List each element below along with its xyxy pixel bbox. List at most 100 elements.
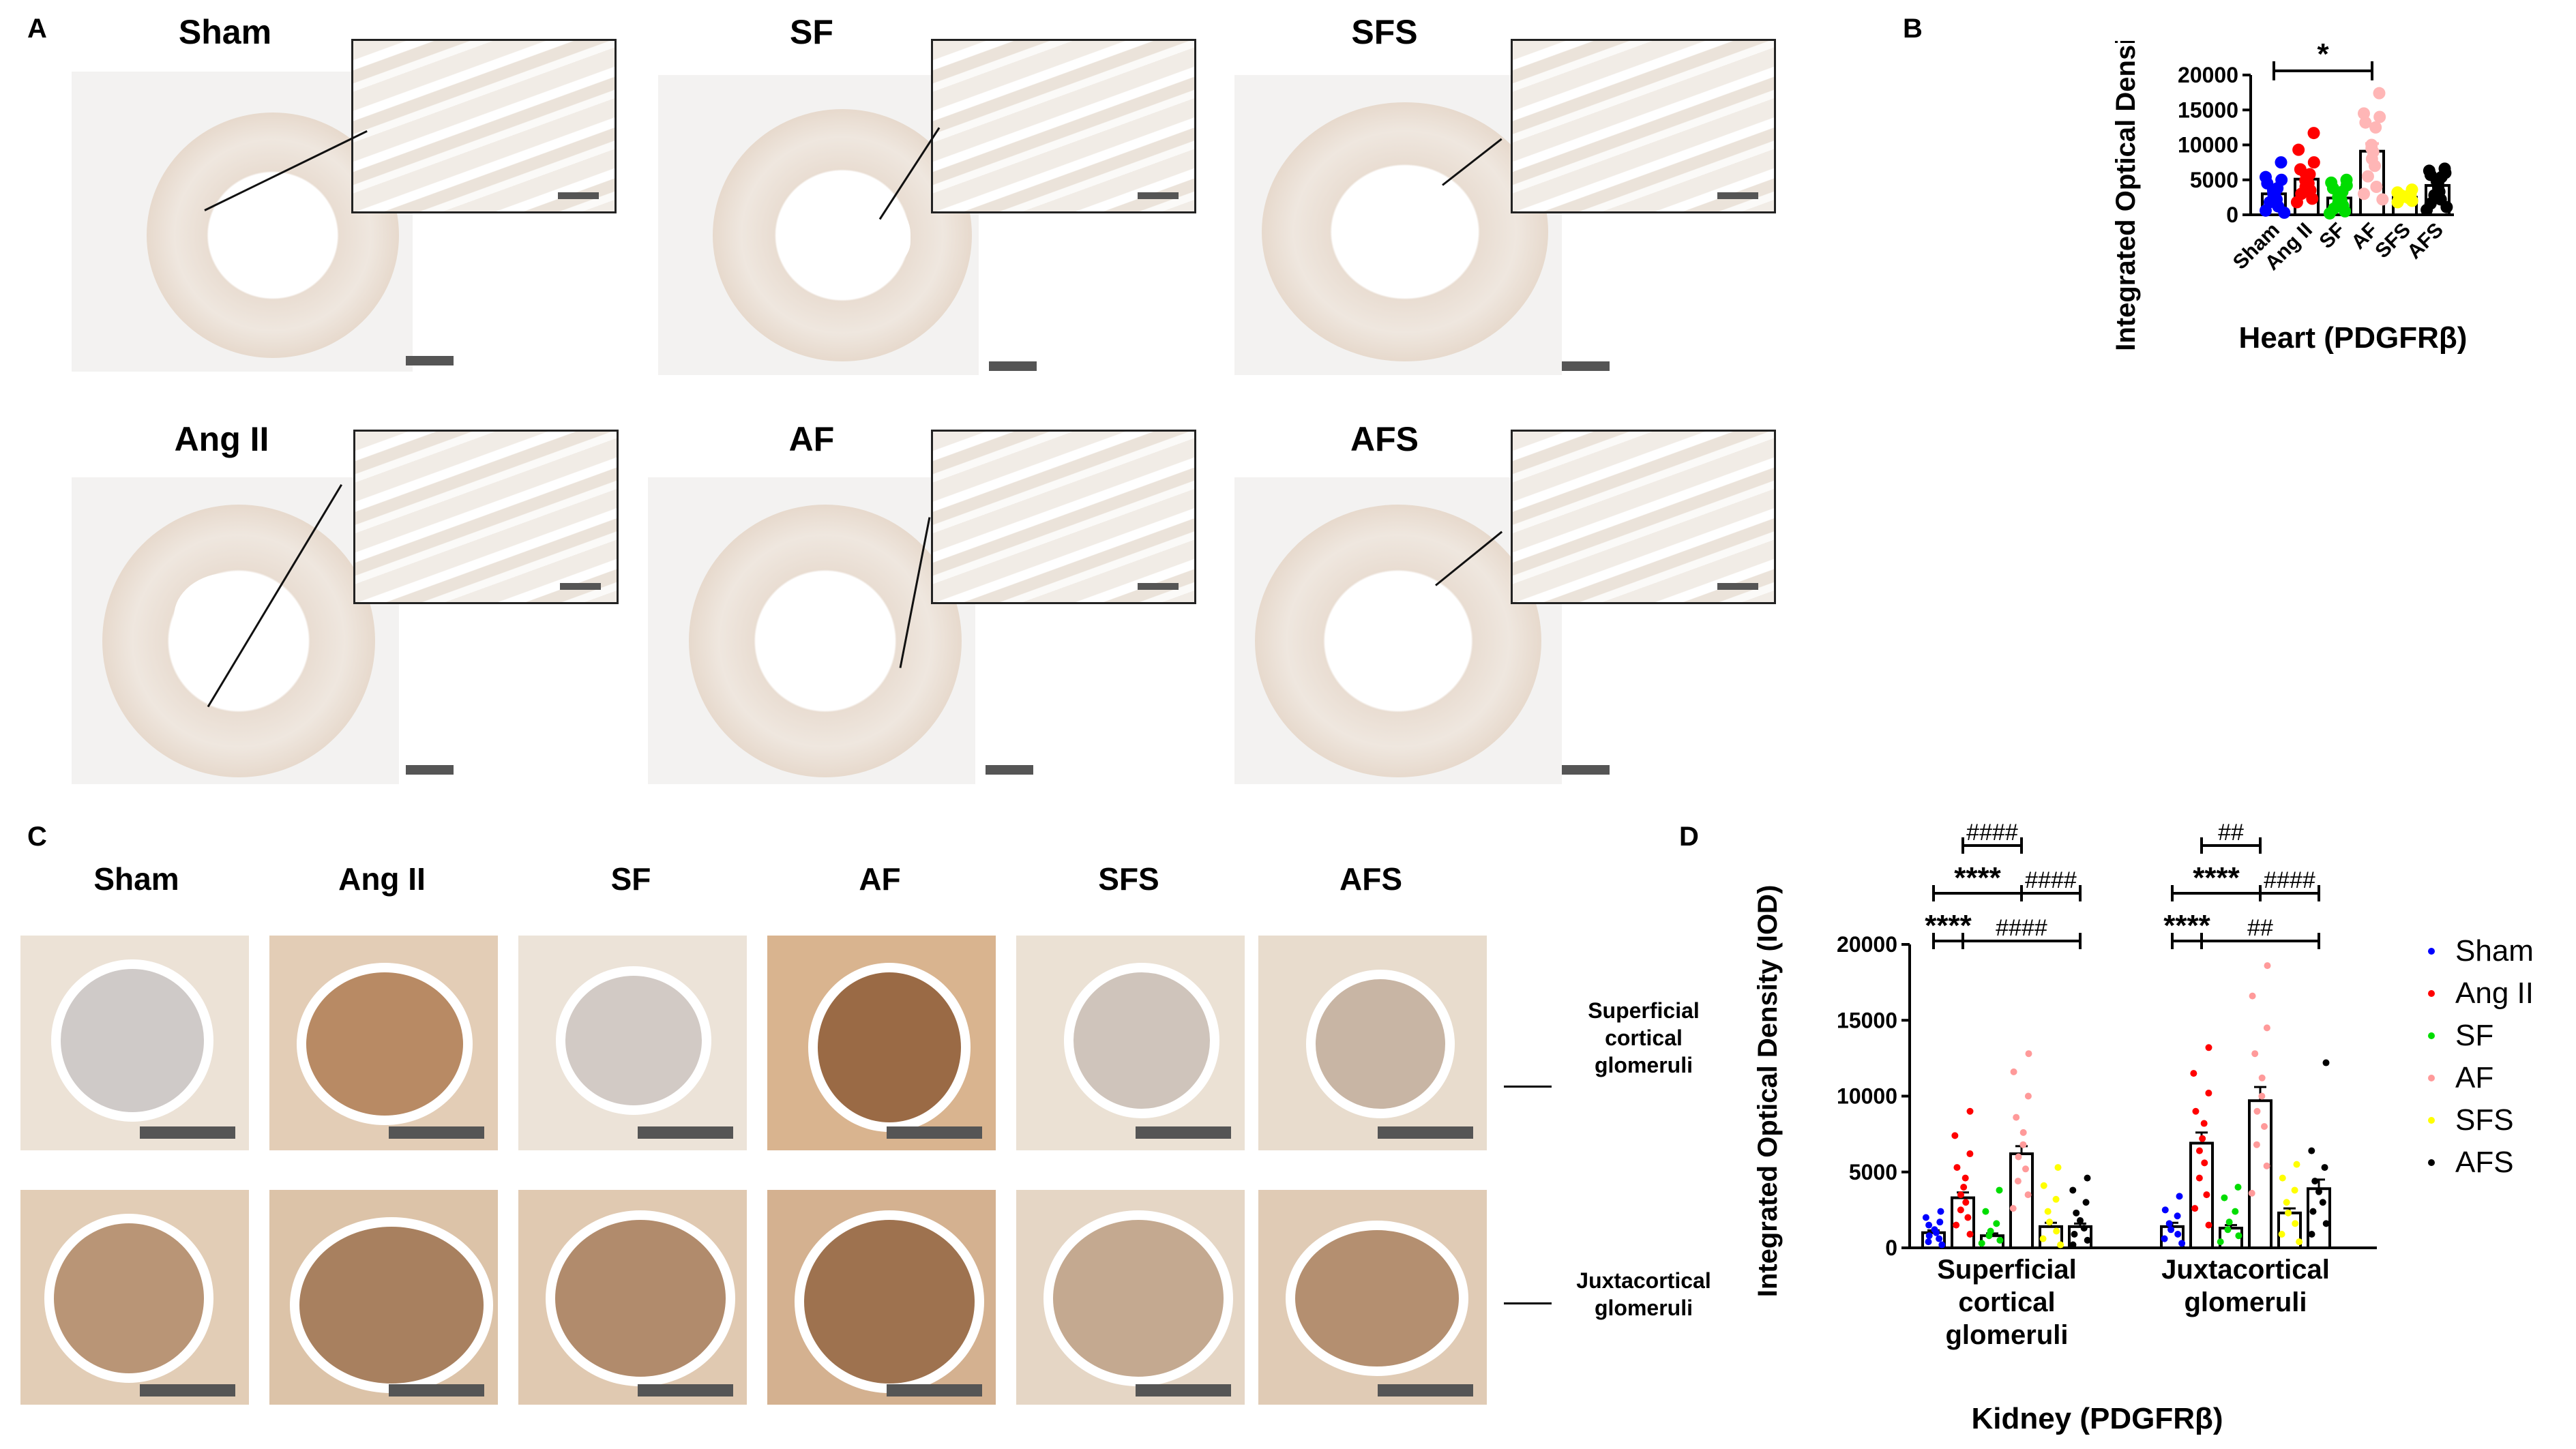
row-label-line: glomeruli	[1555, 1051, 1732, 1079]
heart-inset-afs	[1511, 430, 1776, 604]
data-point	[2201, 1159, 2208, 1166]
row-label-juxtacortical: Juxtacortical glomeruli	[1555, 1267, 1732, 1321]
scalebar-main	[989, 361, 1037, 371]
data-point	[2196, 1148, 2203, 1154]
data-point	[2084, 1237, 2091, 1244]
data-point	[2201, 1120, 2208, 1127]
data-point	[2285, 1210, 2292, 1216]
legend-label: AF	[2455, 1061, 2493, 1095]
data-point	[1938, 1208, 1944, 1215]
kidney-title-afs: AFS	[1269, 861, 1473, 897]
data-point	[2249, 1190, 2255, 1197]
y-tick-label: 15000	[2178, 98, 2238, 122]
scalebar-main	[1562, 361, 1610, 371]
data-point	[2315, 1189, 2322, 1195]
legend-label: SF	[2455, 1019, 2493, 1053]
glomerular-tuft	[1306, 970, 1455, 1118]
data-point	[2235, 1184, 2242, 1191]
data-point	[2308, 156, 2320, 168]
data-point	[2045, 1208, 2052, 1215]
data-point	[2283, 1199, 2290, 1206]
y-axis-label: Integrated Optical Density (IOD)	[2111, 41, 2141, 351]
data-point	[1979, 1240, 1985, 1246]
data-point	[1967, 1231, 1974, 1238]
data-point	[2292, 1186, 2298, 1193]
bar	[2249, 1101, 2271, 1248]
data-point	[2070, 1242, 2077, 1249]
data-point	[2308, 1148, 2315, 1154]
data-point	[1960, 1184, 1967, 1191]
glomerulus-image-sf-juxtacortical	[518, 1190, 747, 1405]
row-label-tick	[1504, 1086, 1552, 1088]
data-point	[2161, 1236, 2168, 1242]
glomerulus-image-sham-juxtacortical	[20, 1190, 249, 1405]
data-point	[2081, 1225, 2088, 1231]
data-point	[2226, 1219, 2233, 1225]
data-point	[1962, 1199, 1969, 1206]
panel-letter-a: A	[27, 14, 47, 44]
scalebar-60um	[638, 1126, 733, 1139]
data-point	[2320, 1199, 2326, 1206]
data-point	[2323, 1220, 2330, 1227]
legend-marker	[2428, 1159, 2435, 1166]
data-point	[2260, 205, 2272, 217]
y-tick-label: 20000	[1837, 932, 1897, 957]
glomerulus-image-afs-superficial	[1258, 936, 1487, 1150]
data-point	[1996, 1186, 2003, 1193]
heart-title-ang-ii: Ang II	[119, 419, 324, 459]
scalebar-60um	[887, 1126, 982, 1139]
scalebar-60um	[140, 1384, 235, 1396]
data-point	[2176, 1193, 2183, 1199]
glomerular-tuft	[808, 963, 971, 1132]
y-tick-label: 0	[2226, 203, 2238, 227]
x-tick-label: glomeruli	[2184, 1287, 2307, 1317]
data-point	[2254, 1108, 2261, 1115]
glomerular-tuft	[546, 1210, 735, 1386]
data-point	[2309, 1208, 2316, 1215]
data-point	[2261, 1123, 2268, 1130]
scalebar-main	[1562, 765, 1610, 775]
data-point	[2196, 1175, 2203, 1182]
significance-label: ##	[2247, 915, 2273, 941]
data-point	[2162, 1206, 2169, 1213]
data-point	[2306, 192, 2318, 205]
data-point	[2323, 1060, 2330, 1066]
glomerulus-image-ang-ii-superficial	[269, 936, 498, 1150]
scalebar-60um	[389, 1384, 484, 1396]
data-point	[2292, 144, 2305, 156]
heart-inset-sfs	[1511, 39, 1776, 213]
data-point	[2025, 1191, 2032, 1198]
data-point	[1986, 1232, 1993, 1239]
y-tick-label: 0	[1885, 1236, 1897, 1260]
glomerular-tuft	[1286, 1221, 1468, 1376]
data-point	[2057, 1242, 2064, 1249]
data-point	[2046, 1219, 2053, 1225]
heart-inset-sham	[351, 39, 617, 213]
significance-label: ####	[1966, 820, 2018, 846]
data-point	[2373, 111, 2386, 123]
data-point	[1953, 1222, 1959, 1229]
data-point	[2053, 1196, 2060, 1203]
data-point	[2225, 1226, 2232, 1233]
data-point	[2206, 1222, 2212, 1229]
significance-label: ****	[2193, 861, 2240, 895]
kidney-title-sham: Sham	[34, 861, 239, 897]
x-tick-label: Superficial	[1937, 1255, 2077, 1285]
data-point	[2013, 1114, 2019, 1121]
glomerulus-image-sham-superficial	[20, 936, 249, 1150]
x-tick-label: AFS	[2403, 219, 2448, 264]
kidney-title-sfs: SFS	[1026, 861, 1231, 897]
glomerulus-image-ang-ii-juxtacortical	[269, 1190, 498, 1405]
data-point	[1936, 1219, 1943, 1225]
data-point	[1938, 1242, 1945, 1249]
legend-marker	[2428, 1075, 2435, 1081]
data-point	[2259, 1075, 2266, 1081]
data-point	[2308, 127, 2320, 139]
heart-title-af: AF	[709, 419, 914, 459]
row-label-tick	[1504, 1302, 1552, 1304]
data-point	[1996, 1237, 2003, 1244]
data-point	[1993, 1220, 2000, 1227]
kidney-title-af: AF	[778, 861, 982, 897]
scalebar-inset	[1717, 192, 1758, 199]
data-point	[2420, 204, 2433, 216]
